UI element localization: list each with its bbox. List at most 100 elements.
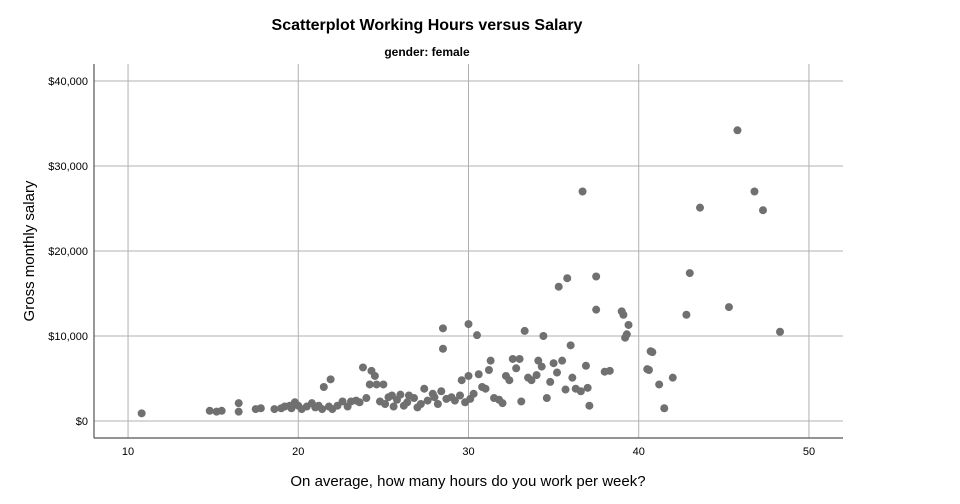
data-point <box>420 384 429 393</box>
data-point <box>563 274 572 283</box>
data-point <box>481 384 490 393</box>
data-point <box>566 341 575 350</box>
data-point <box>724 303 733 312</box>
data-point <box>318 405 327 414</box>
data-point <box>474 370 483 379</box>
data-point <box>464 371 473 380</box>
data-point <box>685 269 694 278</box>
data-point <box>517 397 526 406</box>
data-point <box>581 361 590 370</box>
data-point <box>464 320 473 329</box>
data-point <box>592 305 601 314</box>
x-tick-label: 40 <box>633 446 645 458</box>
data-point <box>450 396 459 405</box>
data-point <box>532 371 541 380</box>
data-points <box>137 126 785 418</box>
data-point <box>539 332 548 340</box>
axes <box>93 64 843 439</box>
data-point <box>668 373 677 382</box>
data-point <box>655 380 664 389</box>
data-point <box>438 344 447 353</box>
data-point <box>576 387 585 396</box>
data-point <box>696 203 705 212</box>
data-point <box>527 376 536 385</box>
data-point <box>682 310 691 319</box>
data-point <box>512 364 521 373</box>
data-point <box>469 389 478 398</box>
tick-labels: 10 20 30 40 50 $0 $10,000 $20,000 $30,000 $40,000 <box>48 76 815 458</box>
data-point <box>137 409 146 418</box>
data-point <box>520 326 529 335</box>
data-point <box>622 330 631 339</box>
y-tick-label: $40,000 <box>48 76 88 88</box>
data-point <box>256 404 265 413</box>
data-point <box>549 359 558 368</box>
data-point <box>370 371 379 380</box>
data-point <box>365 380 374 389</box>
data-point <box>362 394 371 403</box>
data-point <box>619 310 628 319</box>
data-point <box>358 363 367 372</box>
data-point <box>758 206 767 215</box>
data-point <box>605 366 614 375</box>
data-point <box>234 399 243 408</box>
data-point <box>270 405 279 414</box>
data-point <box>660 404 669 413</box>
data-point <box>583 383 592 392</box>
data-point <box>437 387 446 396</box>
y-tick-label: $0 <box>76 416 88 428</box>
data-point <box>438 324 447 333</box>
data-point <box>423 396 432 405</box>
data-point <box>750 187 759 196</box>
data-point <box>644 366 653 374</box>
grid <box>94 64 843 438</box>
chart-title: Scatterplot Working Hours versus Salary <box>272 17 583 34</box>
chart-subtitle: gender: female <box>384 45 470 59</box>
data-point <box>457 376 466 385</box>
data-point <box>733 126 742 135</box>
y-tick-label: $10,000 <box>48 331 88 343</box>
data-point <box>624 320 633 329</box>
data-point <box>287 404 296 413</box>
data-point <box>416 400 425 408</box>
y-tick-label: $20,000 <box>48 246 88 258</box>
data-point <box>396 390 405 399</box>
data-point <box>381 400 390 408</box>
data-point <box>776 327 785 336</box>
data-point <box>205 406 214 415</box>
data-point <box>515 354 524 363</box>
x-tick-label: 20 <box>292 446 304 458</box>
data-point <box>355 398 364 407</box>
data-point <box>319 383 328 391</box>
data-point <box>455 391 464 400</box>
data-point <box>561 385 570 394</box>
data-point <box>558 356 567 365</box>
data-point <box>217 406 226 415</box>
x-axis-label: On average, how many hours do you work p… <box>290 473 645 490</box>
data-point <box>486 356 495 365</box>
data-point <box>534 356 543 365</box>
data-point <box>234 407 243 416</box>
data-point <box>568 373 577 382</box>
data-point <box>553 368 562 377</box>
data-point <box>389 402 398 411</box>
data-point <box>430 393 439 402</box>
data-point <box>585 401 594 410</box>
data-point <box>542 394 551 403</box>
data-point <box>537 362 546 371</box>
data-point <box>484 366 493 374</box>
y-tick-label: $30,000 <box>48 161 88 173</box>
data-point <box>508 354 517 363</box>
data-point <box>410 394 419 403</box>
data-point <box>379 380 388 389</box>
data-point <box>546 377 555 386</box>
data-point <box>648 348 657 357</box>
x-tick-label: 50 <box>803 446 815 458</box>
data-point <box>498 399 507 408</box>
data-point <box>505 376 514 385</box>
data-point <box>592 272 601 281</box>
data-point <box>338 397 347 406</box>
data-point <box>554 282 563 291</box>
data-point <box>578 187 587 196</box>
